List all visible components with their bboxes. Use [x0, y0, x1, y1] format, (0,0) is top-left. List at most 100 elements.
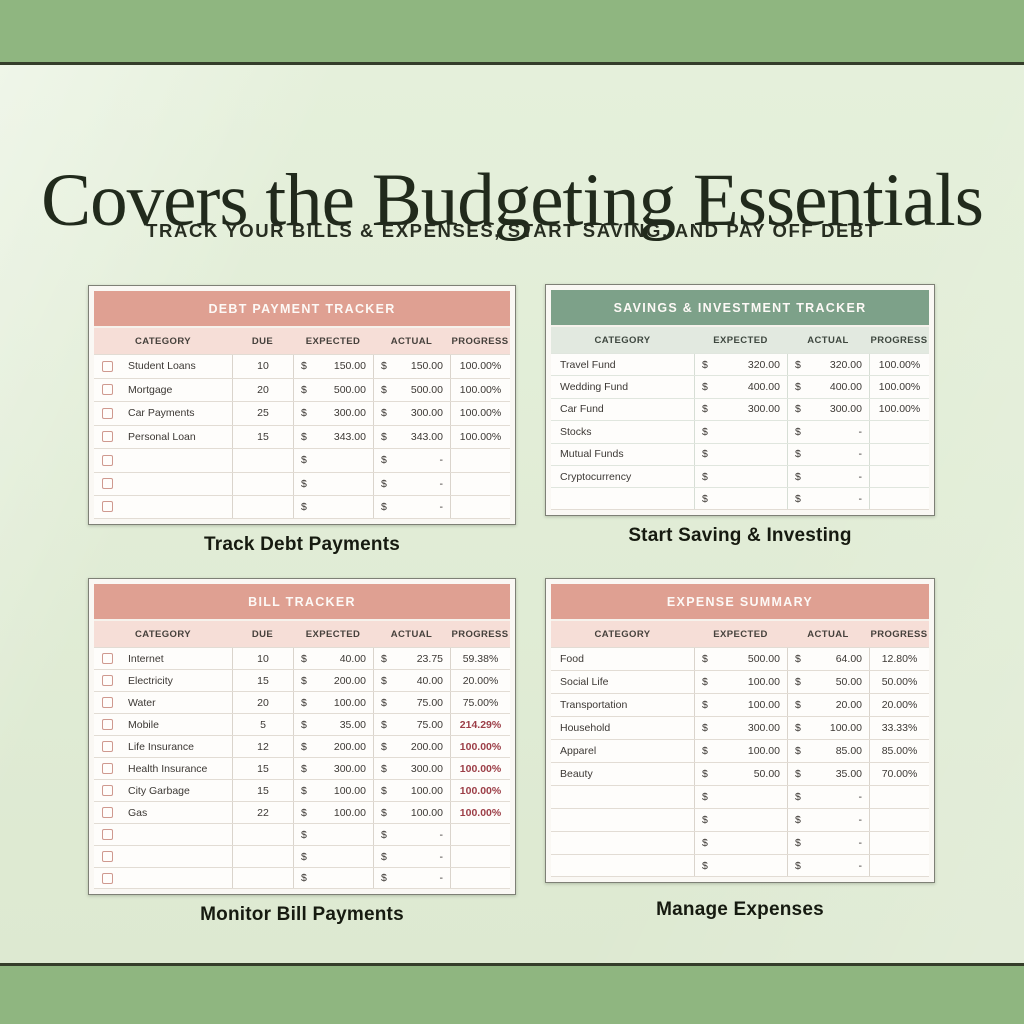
- category-cell: Mutual Funds: [560, 448, 624, 461]
- category-cell: [121, 868, 232, 888]
- sheet-row: Travel Fund $320.00 $320.00 100.00%: [551, 353, 929, 376]
- row-checkbox[interactable]: [102, 719, 113, 730]
- progress-cell: 100.00%: [869, 354, 929, 376]
- row-checkbox[interactable]: [102, 872, 113, 884]
- savings-tracker-panel: SAVINGS & INVESTMENT TRACKER CATEGORY EXPE…: [545, 284, 935, 547]
- row-checkbox[interactable]: [102, 384, 113, 396]
- progress-cell: 100.00%: [450, 802, 510, 823]
- actual-cell: $ -: [787, 855, 869, 876]
- sheet-row: Student Loans 10 $150.00 $150.00 100.00%: [94, 354, 510, 378]
- progress-cell: [450, 472, 510, 495]
- actual-cell: $320.00: [787, 354, 869, 376]
- due-cell: [232, 846, 293, 867]
- progress-cell: 100.00%: [450, 402, 510, 425]
- expected-cell: $300.00: [293, 402, 373, 425]
- progress-cell: 70.00%: [869, 763, 929, 785]
- row-checkbox[interactable]: [102, 741, 113, 752]
- row-checkbox[interactable]: [102, 501, 113, 513]
- progress-cell: 100.00%: [450, 780, 510, 801]
- checkbox-cell: [94, 868, 121, 888]
- expected-cell: $320.00: [694, 354, 787, 376]
- expected-cell: $35.00: [293, 714, 373, 735]
- sheet-row: Food $500.00 $64.00 12.80%: [551, 647, 929, 670]
- category-cell: [551, 832, 694, 854]
- sheet-row: Internet 10 $40.00 $23.75 59.38%: [94, 647, 510, 669]
- category-cell: Student Loans: [128, 360, 196, 373]
- sheet-row: $ $ -: [551, 831, 929, 854]
- category-cell: [551, 488, 694, 508]
- sheet-row: Mutual Funds $ $ -: [551, 442, 929, 465]
- sheet-row: $ $ -: [551, 487, 929, 510]
- row-checkbox[interactable]: [102, 653, 113, 664]
- row-checkbox[interactable]: [102, 407, 113, 419]
- due-cell: 15: [232, 780, 293, 801]
- expected-cell: $: [694, 809, 787, 831]
- column-header: ACTUAL: [807, 334, 849, 346]
- progress-cell: 12.80%: [869, 648, 929, 670]
- checkbox-cell: [94, 355, 121, 378]
- category-cell: [121, 473, 232, 496]
- row-checkbox[interactable]: [102, 829, 113, 840]
- category-cell: Travel Fund: [560, 358, 616, 371]
- actual-cell: $35.00: [787, 763, 869, 785]
- category-cell: Cryptocurrency: [560, 470, 632, 483]
- category-cell: Internet: [128, 652, 164, 665]
- actual-cell: $ -: [787, 786, 869, 808]
- progress-cell: 100.00%: [450, 758, 510, 779]
- column-header: EXPECTED: [305, 335, 361, 347]
- sheet-row: Social Life $100.00 $50.00 50.00%: [551, 670, 929, 693]
- expected-cell: $500.00: [293, 378, 373, 401]
- checkbox-cell: [94, 648, 121, 669]
- row-checkbox[interactable]: [102, 807, 113, 818]
- savings-investment-tracker-table: SAVINGS & INVESTMENT TRACKER CATEGORY EXPE…: [545, 284, 935, 516]
- row-checkbox[interactable]: [102, 763, 113, 774]
- sheet-row: Personal Loan 15 $343.00 $343.00 100.00%: [94, 424, 510, 448]
- expected-cell: $100.00: [694, 740, 787, 762]
- actual-cell: $ -: [787, 421, 869, 443]
- expected-cell: $100.00: [293, 780, 373, 801]
- progress-cell: [869, 809, 929, 831]
- expected-cell: $100.00: [293, 692, 373, 713]
- progress-cell: 100.00%: [869, 398, 929, 421]
- row-checkbox[interactable]: [102, 697, 113, 708]
- expected-cell: $300.00: [694, 717, 787, 739]
- row-checkbox[interactable]: [102, 431, 113, 443]
- actual-cell: $75.00: [373, 714, 450, 735]
- row-checkbox[interactable]: [102, 360, 113, 372]
- checkbox-cell: [94, 379, 121, 402]
- sheet-row: Beauty $50.00 $35.00 70.00%: [551, 762, 929, 785]
- category-cell: Mortgage: [128, 383, 173, 396]
- expected-cell: $200.00: [293, 736, 373, 757]
- checkbox-cell: [94, 496, 121, 518]
- actual-cell: $100.00: [787, 717, 869, 739]
- sheet-row: $ $ -: [551, 808, 929, 831]
- expected-cell: $50.00: [694, 763, 787, 785]
- row-checkbox[interactable]: [102, 785, 113, 796]
- category-cell: Car Fund: [560, 403, 604, 416]
- sheet-row: Car Payments 25 $300.00 $300.00 100.00%: [94, 401, 510, 425]
- checkbox-cell: [94, 670, 121, 691]
- debt-payment-tracker-table: DEBT PAYMENT TRACKER CATEGORY DUE EXPECTED A…: [88, 285, 516, 525]
- checkbox-cell: [94, 402, 121, 425]
- due-cell: 15: [232, 425, 293, 448]
- column-header: DUE: [251, 628, 274, 640]
- row-checkbox[interactable]: [102, 454, 113, 466]
- row-checkbox[interactable]: [102, 478, 113, 490]
- row-checkbox[interactable]: [102, 851, 113, 862]
- column-header: ACTUAL: [807, 628, 849, 640]
- category-cell: [551, 786, 694, 808]
- column-header: EXPECTED: [713, 334, 768, 346]
- column-header: CATEGORY: [135, 628, 191, 640]
- expected-cell: $40.00: [293, 648, 373, 669]
- row-checkbox[interactable]: [102, 675, 113, 686]
- category-cell: [121, 449, 232, 472]
- actual-cell: $64.00: [787, 648, 869, 670]
- column-header: DUE: [251, 335, 274, 347]
- progress-cell: [869, 855, 929, 876]
- sheet-row: Health Insurance 15 $300.00 $300.00 100.00%: [94, 757, 510, 779]
- progress-cell: [450, 824, 510, 845]
- expected-cell: $100.00: [293, 802, 373, 823]
- category-cell: Stocks: [560, 425, 592, 438]
- checkbox-cell: [94, 473, 121, 496]
- column-header: PROGRESS: [451, 335, 509, 347]
